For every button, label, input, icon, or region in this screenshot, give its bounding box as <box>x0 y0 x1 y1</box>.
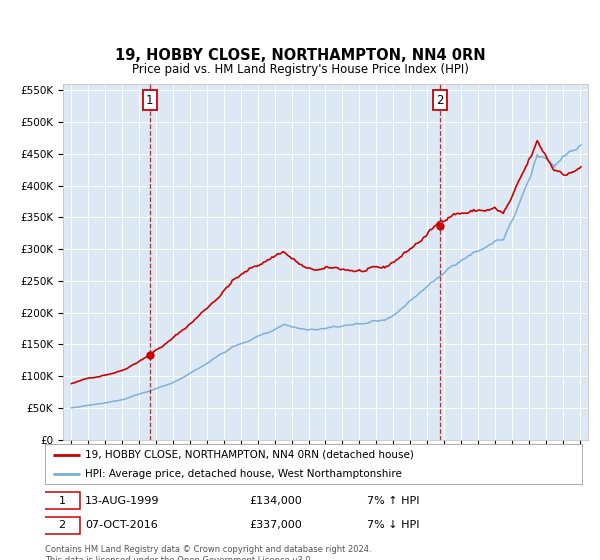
Text: 07-OCT-2016: 07-OCT-2016 <box>85 520 158 530</box>
Text: 2: 2 <box>436 94 444 106</box>
Text: 7% ↑ HPI: 7% ↑ HPI <box>367 496 420 506</box>
Text: 7% ↓ HPI: 7% ↓ HPI <box>367 520 420 530</box>
Text: £134,000: £134,000 <box>249 496 302 506</box>
Text: HPI: Average price, detached house, West Northamptonshire: HPI: Average price, detached house, West… <box>85 469 402 478</box>
Text: 1: 1 <box>59 496 65 506</box>
Text: 13-AUG-1999: 13-AUG-1999 <box>85 496 160 506</box>
FancyBboxPatch shape <box>44 492 80 510</box>
FancyBboxPatch shape <box>44 516 80 534</box>
Text: 2: 2 <box>59 520 66 530</box>
Text: 19, HOBBY CLOSE, NORTHAMPTON, NN4 0RN (detached house): 19, HOBBY CLOSE, NORTHAMPTON, NN4 0RN (d… <box>85 450 414 460</box>
Text: Contains HM Land Registry data © Crown copyright and database right 2024.
This d: Contains HM Land Registry data © Crown c… <box>45 545 371 560</box>
Text: 1: 1 <box>146 94 154 106</box>
Text: 19, HOBBY CLOSE, NORTHAMPTON, NN4 0RN: 19, HOBBY CLOSE, NORTHAMPTON, NN4 0RN <box>115 49 485 63</box>
Text: Price paid vs. HM Land Registry's House Price Index (HPI): Price paid vs. HM Land Registry's House … <box>131 63 469 76</box>
Text: £337,000: £337,000 <box>249 520 302 530</box>
